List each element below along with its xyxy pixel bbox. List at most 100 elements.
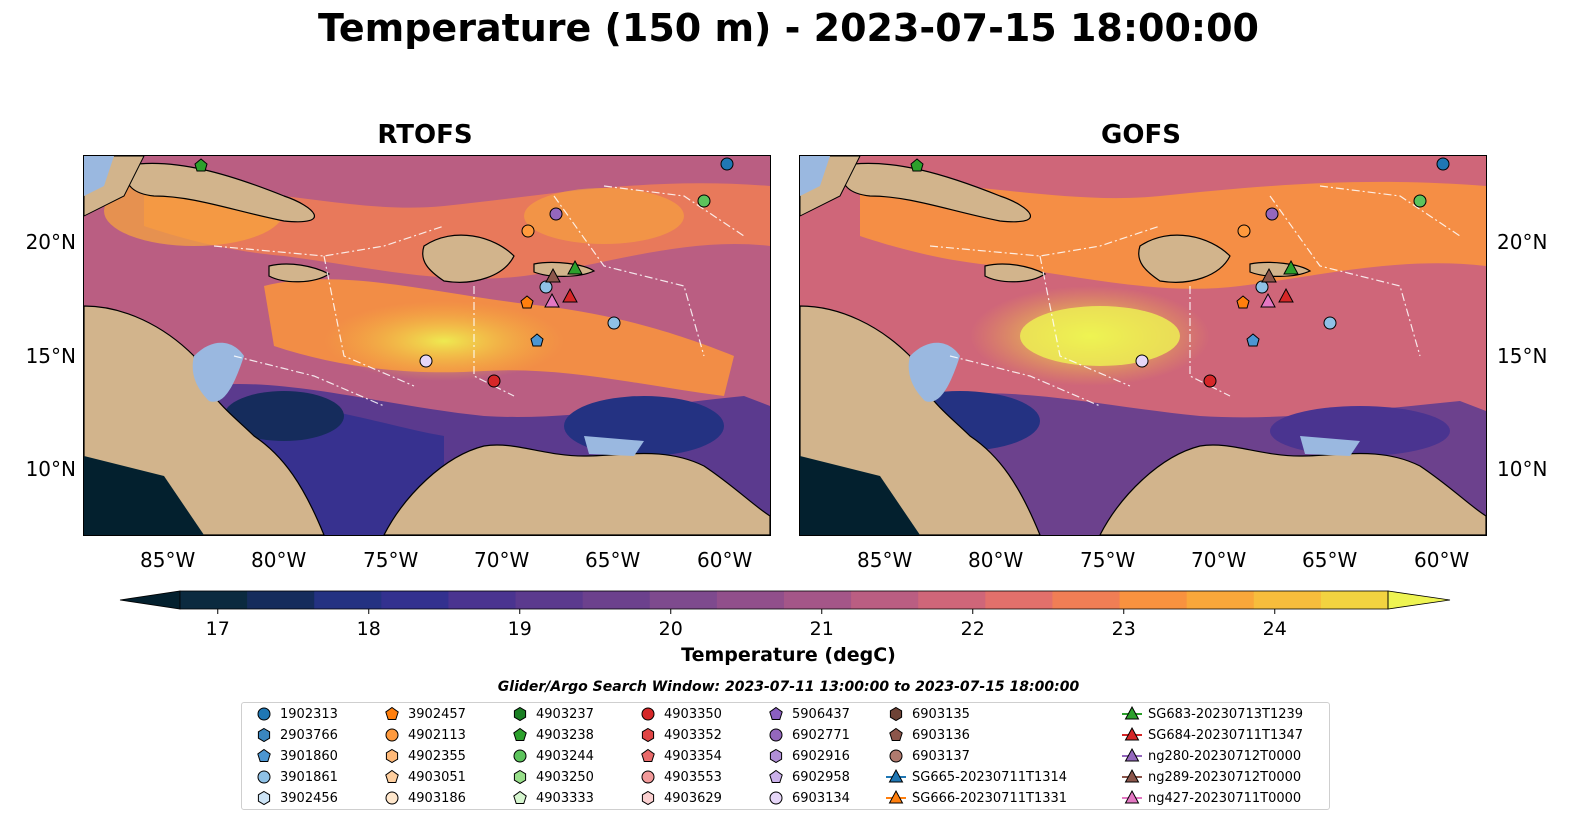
colorbar-segment	[851, 591, 919, 609]
legend-item-label: 3901861	[280, 769, 338, 785]
legend-item: ng289-20230712T0000	[1122, 767, 1301, 787]
colorbar-tick-label: 19	[508, 618, 532, 640]
colorbar-segment	[784, 591, 852, 609]
legend-item-label: 6902958	[792, 769, 850, 785]
colorbar-segment	[649, 591, 718, 609]
legend-item: 4902355	[382, 746, 466, 766]
lat-tick-right-15n: 15°N	[1497, 344, 1548, 368]
circle-marker-icon	[641, 707, 655, 721]
triangle-line-marker-icon	[1122, 747, 1142, 762]
colorbar-segment	[1119, 591, 1188, 609]
legend-item-label: 4903186	[408, 790, 466, 806]
circle-marker-icon	[641, 770, 655, 784]
colorbar-segment	[247, 591, 315, 609]
legend-item-label: 4902355	[408, 748, 466, 764]
colorbar-label: Temperature (degC)	[681, 644, 896, 666]
circle-marker-icon	[769, 728, 783, 742]
circle-marker-icon	[385, 791, 399, 805]
legend-item: 4903250	[510, 767, 594, 787]
hexagon-marker-icon	[385, 748, 399, 764]
legend-item: 4903352	[638, 725, 722, 745]
pentagon-marker-icon	[385, 769, 399, 783]
map-panel-rtofs	[83, 155, 771, 536]
hexagon-marker-icon	[513, 769, 527, 785]
lat-tick-right-10n: 10°N	[1497, 457, 1548, 481]
colorbar-segment	[1253, 591, 1322, 609]
legend-item-label: SG665-20230711T1314	[912, 769, 1068, 785]
circle-marker-icon	[513, 749, 527, 763]
legend-item-label: 4903333	[536, 790, 594, 806]
lon-tick-rtofs-85w: 85°W	[140, 548, 196, 572]
legend-item-label: 4903238	[536, 727, 594, 743]
lon-tick-rtofs-70w: 70°W	[474, 548, 530, 572]
legend-item-label: 6903136	[912, 727, 970, 743]
legend-item: 4903051	[382, 767, 466, 787]
pentagon-marker-icon	[769, 769, 783, 783]
legend-item: 4903186	[382, 788, 466, 808]
legend-item: ng280-20230712T0000	[1122, 746, 1301, 766]
legend-item-label: ng280-20230712T0000	[1148, 748, 1302, 764]
legend-item-label: 6902916	[792, 748, 850, 764]
hexagon-marker-icon	[513, 706, 527, 722]
legend-item-label: 4903350	[664, 706, 722, 722]
legend-item: 6902771	[766, 725, 850, 745]
legend-item: 6902958	[766, 767, 850, 787]
lon-tick-rtofs-80w: 80°W	[251, 548, 307, 572]
panel-title-rtofs: RTOFS	[377, 120, 473, 150]
legend-item: 3902457	[382, 704, 466, 724]
pentagon-marker-icon	[889, 727, 903, 741]
triangle-line-marker-icon	[1122, 768, 1142, 783]
legend-item-label: 5906437	[792, 706, 850, 722]
legend: 1902313 2903766 3901860 3901861 3902456 39024…	[241, 702, 1330, 810]
legend-item: 4903237	[510, 704, 594, 724]
legend-item: 6903135	[886, 704, 970, 724]
legend-item-label: 6903135	[912, 706, 970, 722]
legend-item-label: SG666-20230711T1331	[912, 790, 1068, 806]
legend-item: ng427-20230711T0000	[1122, 788, 1301, 808]
hexagon-marker-icon	[641, 790, 655, 806]
lon-tick-gofs-80w: 80°W	[968, 548, 1024, 572]
legend-item-label: 2903766	[280, 727, 338, 743]
legend-item-label: SG684-20230711T1347	[1148, 727, 1304, 743]
legend-item: 3901860	[254, 746, 338, 766]
legend-item: 5906437	[766, 704, 850, 724]
legend-item-label: SG683-20230713T1239	[1148, 706, 1304, 722]
circle-marker-icon	[257, 707, 271, 721]
circle-marker-icon	[385, 728, 399, 742]
hexagon-marker-icon	[769, 748, 783, 764]
legend-item-label: 3902457	[408, 706, 466, 722]
legend-item-label: 4903250	[536, 769, 594, 785]
legend-item: 4903553	[638, 767, 722, 787]
legend-item-label: 4903629	[664, 790, 722, 806]
colorbar-segment	[448, 591, 517, 609]
pentagon-marker-icon	[257, 748, 271, 762]
circle-marker-icon	[769, 791, 783, 805]
pentagon-marker-icon	[513, 790, 527, 804]
pentagon-marker-icon	[641, 748, 655, 762]
triangle-line-marker-icon	[1122, 789, 1142, 804]
circle-marker-icon	[889, 749, 903, 763]
colorbar-segment	[180, 591, 248, 609]
colorbar-tick-label: 24	[1263, 618, 1287, 640]
legend-item-label: 6903134	[792, 790, 850, 806]
colorbar-tick-label: 18	[357, 618, 381, 640]
legend-item: SG683-20230713T1239	[1122, 704, 1303, 724]
cuba-land	[123, 162, 316, 223]
hexagon-marker-icon	[257, 790, 271, 806]
search-window-text: Glider/Argo Search Window: 2023-07-11 13…	[497, 679, 1080, 695]
legend-item: 1902313	[254, 704, 338, 724]
legend-item: 3901861	[254, 767, 338, 787]
hexagon-marker-icon	[641, 727, 655, 743]
colorbar-tick-label: 17	[206, 618, 230, 640]
legend-item-label: 4903352	[664, 727, 722, 743]
circle-marker-icon	[257, 770, 271, 784]
colorbar-segment	[716, 591, 785, 609]
legend-item: 4903354	[638, 746, 722, 766]
legend-item-label: 3901860	[280, 748, 338, 764]
legend-item: 4903333	[510, 788, 594, 808]
triangle-line-marker-icon	[886, 789, 906, 804]
colorbar-segment	[1052, 591, 1121, 609]
rtofs-temperature-map	[83, 155, 771, 536]
colorbar-segment	[381, 591, 449, 609]
colorbar-tick-label: 20	[659, 618, 683, 640]
